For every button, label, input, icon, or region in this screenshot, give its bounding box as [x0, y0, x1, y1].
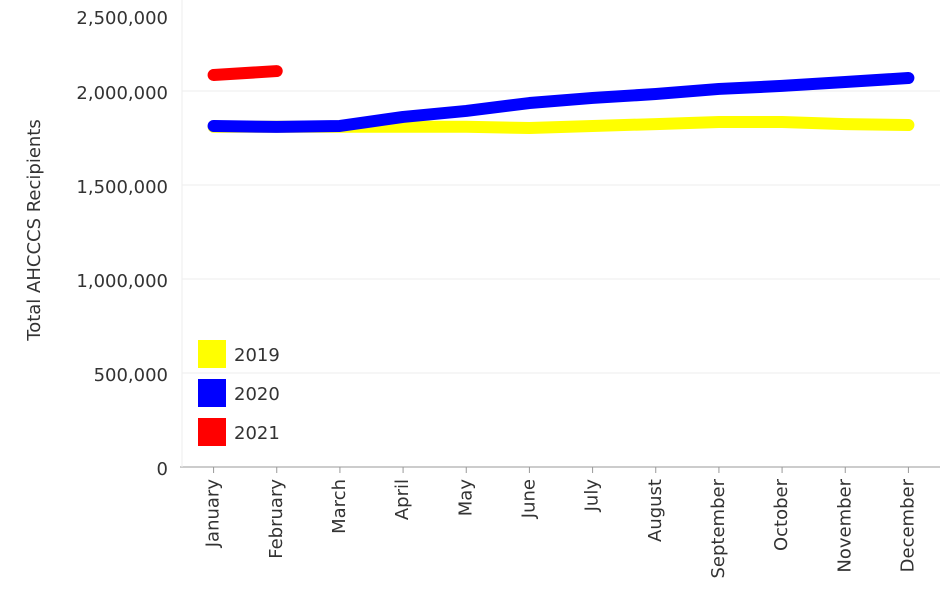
x-tick-label: January — [203, 479, 224, 549]
y-axis-title: Total AHCCCS Recipients — [24, 119, 45, 341]
x-tick-label: February — [266, 479, 287, 559]
x-tick-label: May — [455, 479, 476, 517]
y-tick-label: 2,500,000 — [76, 8, 168, 29]
x-tick-label: December — [897, 478, 918, 572]
x-tick-label: November — [834, 478, 855, 572]
legend-swatch — [198, 340, 226, 368]
y-tick-label: 1,500,000 — [76, 177, 168, 198]
legend-swatch — [198, 418, 226, 446]
x-tick-label: August — [645, 479, 666, 542]
y-tick-label: 500,000 — [94, 365, 168, 386]
x-tick-label: March — [329, 479, 350, 534]
series-line — [207, 65, 283, 82]
legend-swatch — [198, 379, 226, 407]
x-tick-label: September — [708, 478, 729, 578]
x-tick-label: June — [518, 479, 539, 519]
legend-label: 2019 — [234, 345, 280, 366]
series-line — [207, 72, 915, 133]
y-tick-label: 2,000,000 — [76, 83, 168, 104]
legend-label: 2021 — [234, 423, 280, 444]
legend-label: 2020 — [234, 384, 280, 405]
y-tick-label: 1,000,000 — [76, 271, 168, 292]
x-tick-label: October — [771, 478, 792, 551]
x-tick-label: July — [582, 479, 603, 513]
y-tick-label: 0 — [157, 459, 168, 480]
x-tick-label: April — [392, 479, 413, 520]
